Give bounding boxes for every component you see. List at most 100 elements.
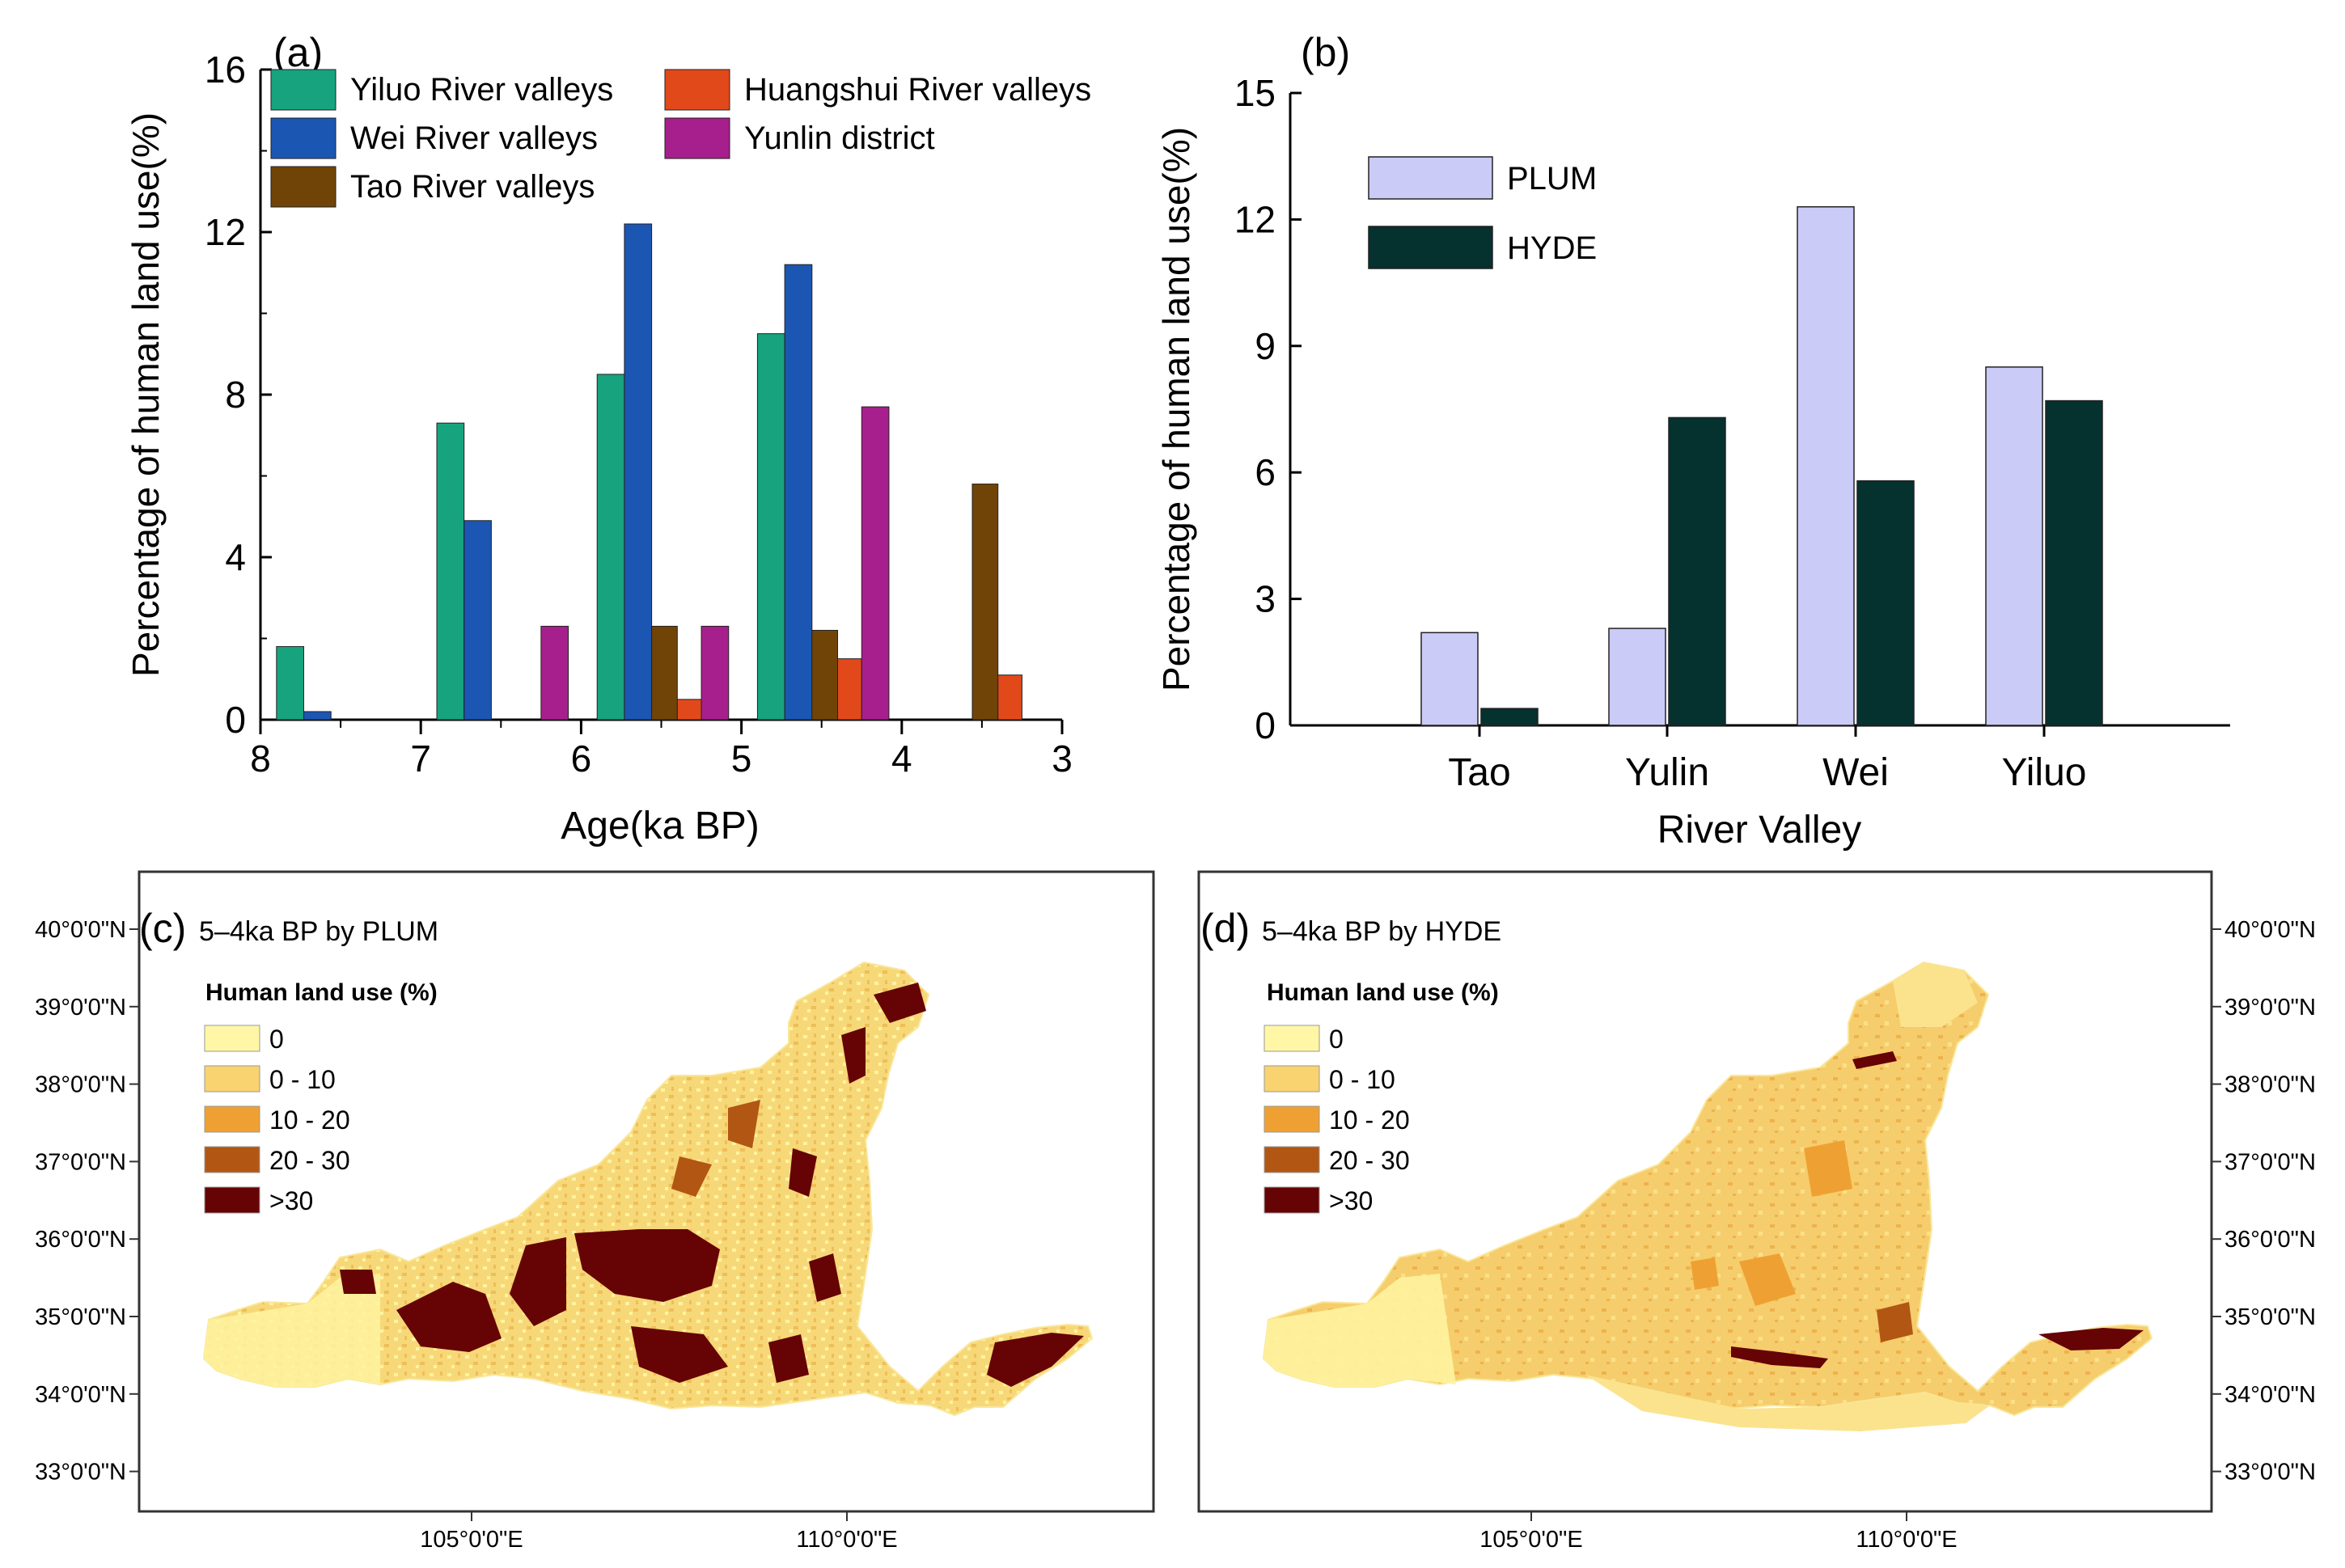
map-legend-swatch — [204, 1146, 260, 1173]
panel-a-x-tick-label: 5 — [731, 738, 752, 780]
lon-label: 105°0'0"E — [1479, 1527, 1582, 1553]
bar-yiluo-river-valleys — [276, 646, 305, 721]
map-legend-label: 0 — [1329, 1025, 1344, 1054]
panel-a-x-tick-label: 8 — [250, 738, 271, 780]
bar-plum-yulin — [1608, 628, 1666, 726]
lat-label: 35°0'0"N — [35, 1304, 126, 1330]
panel-a-x-tick-label: 6 — [571, 738, 592, 780]
panel-a-label: (a) — [273, 30, 323, 75]
lat-label: 39°0'0"N — [2224, 995, 2316, 1021]
map-legend-swatch — [1264, 1105, 1320, 1133]
panel-a-x-tick-label: 7 — [410, 738, 431, 780]
lat-label: 40°0'0"N — [35, 917, 126, 943]
panel-a-y-tick-label: 4 — [225, 536, 246, 578]
panel-a-y-tick-label: 16 — [205, 49, 246, 91]
legend-label-wei-river-valleys: Wei River valleys — [350, 120, 598, 156]
bar-wei-river-valleys — [303, 711, 332, 721]
legend-label-plum: PLUM — [1507, 161, 1597, 197]
bar-plum-tao — [1420, 632, 1479, 726]
panel-b-y-tick-label: 0 — [1255, 704, 1276, 746]
legend-swatch-huangshui-river-valleys — [664, 69, 730, 111]
legend-label-tao-river-valleys: Tao River valleys — [350, 169, 595, 205]
panel-a-y-tick-label: 12 — [205, 211, 246, 253]
legend-swatch-yunlin-district — [664, 117, 730, 159]
lat-label: 39°0'0"N — [35, 995, 126, 1021]
legend-swatch-hyde — [1368, 226, 1493, 269]
panel-b-x-axis-title: River Valley — [1657, 809, 1862, 852]
panel-d-legend-title: Human land use (%) — [1267, 979, 1499, 1006]
bar-huangshui-river-valleys — [837, 658, 862, 721]
bar-tao-river-valleys — [651, 625, 678, 721]
map-legend-label: 0 — [269, 1025, 284, 1054]
lat-label: 36°0'0"N — [2224, 1227, 2316, 1253]
panel-b-y-tick-label: 12 — [1234, 198, 1276, 240]
panel-a-y-tick-label: 0 — [225, 699, 246, 741]
panel-a-x-tick-label: 4 — [891, 738, 912, 780]
panel-a-x-axis-title: Age(ka BP) — [561, 805, 759, 847]
panel-a-y-axis-title: Percentage of human land use(%) — [125, 112, 167, 677]
bar-wei-river-valleys — [463, 520, 492, 721]
bar-yunlin-district — [861, 406, 890, 721]
map-legend-swatch — [1264, 1025, 1320, 1052]
bar-tao-river-valleys — [971, 484, 999, 721]
category-label-tao: Tao — [1448, 751, 1510, 794]
map-legend-label: >30 — [269, 1186, 313, 1215]
bar-wei-river-valleys — [784, 264, 813, 721]
legend-label-yunlin-district: Yunlin district — [744, 120, 935, 156]
map-legend-swatch — [1264, 1186, 1320, 1214]
panel-b-y-axis-title: Percentage of human land use(%) — [1155, 127, 1197, 691]
map-legend-label: 20 - 30 — [1329, 1146, 1410, 1175]
panel-b-label: (b) — [1301, 30, 1350, 75]
panel-a: (a) 0 4 8 12 16 8 7 6 5 4 3 Percentage of human l… — [125, 30, 1091, 847]
bar-plum-yiluo — [1985, 366, 2043, 726]
panel-d-label: (d) — [1200, 906, 1250, 951]
bar-hyde-yulin — [1668, 416, 1726, 726]
bar-hyde-yiluo — [2045, 399, 2103, 726]
legend-label-hyde: HYDE — [1507, 230, 1597, 266]
map-legend-label: >30 — [1329, 1186, 1373, 1215]
legend-swatch-plum — [1368, 156, 1493, 200]
lon-label: 110°0'0"E — [1856, 1527, 1957, 1553]
lat-label: 35°0'0"N — [2224, 1304, 2316, 1330]
lon-label: 105°0'0"E — [420, 1527, 523, 1553]
panel-c-basin-region — [202, 961, 1094, 1417]
map-legend-label: 10 - 20 — [1329, 1105, 1410, 1135]
lat-label: 37°0'0"N — [2224, 1149, 2316, 1175]
bar-yiluo-river-valleys — [756, 333, 785, 721]
lat-label: 33°0'0"N — [2224, 1460, 2316, 1486]
map-legend-swatch — [204, 1105, 260, 1133]
map-legend-label: 0 - 10 — [1329, 1065, 1395, 1094]
lat-label: 33°0'0"N — [35, 1460, 126, 1486]
category-label-yulin: Yulin — [1625, 751, 1709, 794]
panel-d-map: 40°0'0"N 39°0'0"N 38°0'0"N 37°0'0"N 36°0'0"N… — [1197, 870, 2316, 1553]
legend-swatch-wei-river-valleys — [270, 117, 337, 159]
panel-b-y-tick-label: 15 — [1234, 72, 1276, 114]
panel-d-title: 5–4ka BP by HYDE — [1262, 916, 1501, 947]
panel-a-x-tick-label: 3 — [1052, 738, 1073, 780]
legend-swatch-yiluo-river-valleys — [270, 69, 337, 111]
panel-b-y-tick-label: 9 — [1255, 325, 1276, 367]
bar-hyde-wei — [1856, 480, 1915, 726]
panel-b: (b) 0 3 6 9 12 15 Tao Yulin Wei Yiluo Percentage… — [1155, 30, 2230, 852]
bar-hyde-tao — [1480, 708, 1539, 726]
panel-c-legend-title: Human land use (%) — [205, 979, 438, 1006]
lat-label: 34°0'0"N — [2224, 1382, 2316, 1408]
category-label-yiluo: Yiluo — [2002, 751, 2087, 794]
bar-huangshui-river-valleys — [997, 674, 1022, 721]
panel-b-y-tick-label: 6 — [1255, 451, 1276, 493]
bar-wei-river-valleys — [624, 223, 653, 721]
lat-label: 38°0'0"N — [2224, 1072, 2316, 1098]
panel-d-basin-region — [1262, 961, 2153, 1431]
map-legend-swatch — [204, 1025, 260, 1052]
lat-label: 40°0'0"N — [2224, 917, 2316, 943]
map-legend-label: 10 - 20 — [269, 1105, 350, 1135]
panel-c-title: 5–4ka BP by PLUM — [199, 916, 438, 947]
map-legend-label: 0 - 10 — [269, 1065, 336, 1094]
panel-b-y-tick-label: 3 — [1255, 578, 1276, 620]
map-legend-label: 20 - 30 — [269, 1146, 350, 1175]
map-legend-swatch — [204, 1186, 260, 1214]
legend-swatch-tao-river-valleys — [270, 166, 337, 208]
bar-yiluo-river-valleys — [596, 374, 625, 721]
bar-yiluo-river-valleys — [436, 422, 465, 721]
